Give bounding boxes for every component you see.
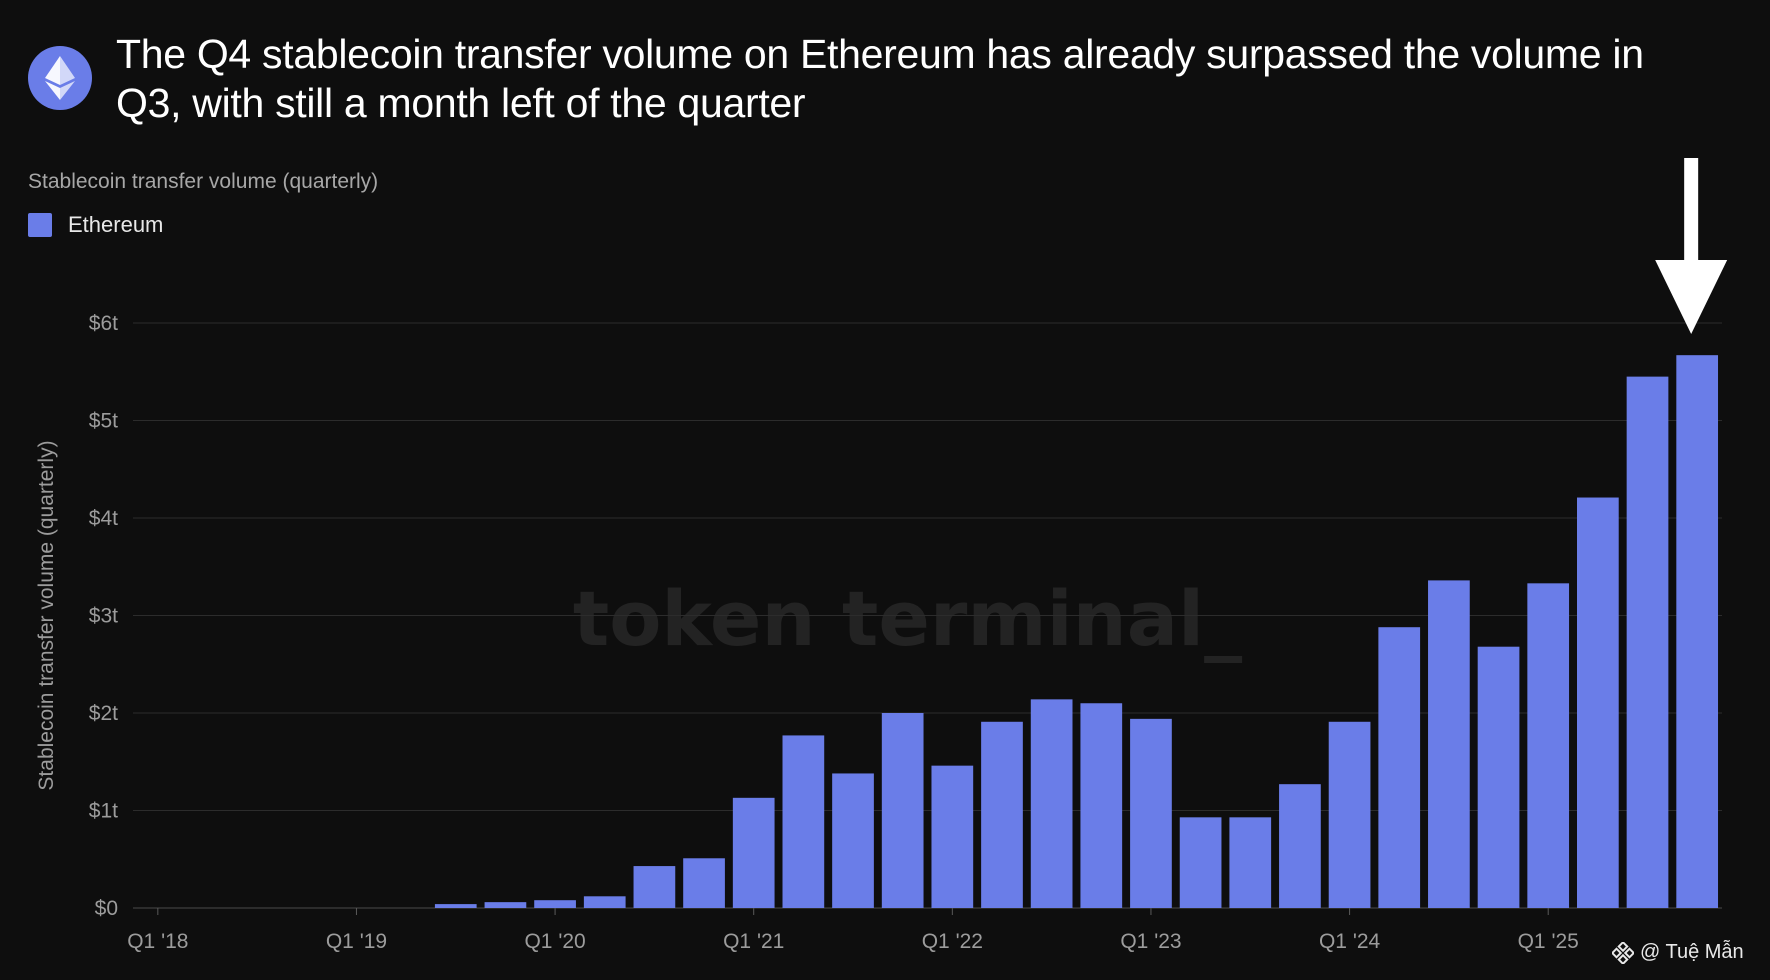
- y-axis-title: Stablecoin transfer volume (quarterly): [35, 440, 58, 790]
- bar: [931, 765, 974, 908]
- bar: [583, 896, 626, 908]
- annotation-arrow-shaft: [1684, 158, 1699, 260]
- x-tick-label: Q1 '22: [922, 930, 983, 953]
- x-tick-label: Q1 '21: [723, 930, 784, 953]
- y-tick-label: $3t: [89, 605, 118, 628]
- y-tick-label: $1t: [89, 800, 118, 823]
- bar: [683, 858, 725, 908]
- watermark: token terminal_: [573, 574, 1242, 663]
- bar: [1130, 718, 1172, 908]
- y-tick-label: $6t: [89, 312, 118, 335]
- bar: [1527, 583, 1570, 908]
- bar: [1030, 699, 1073, 908]
- bar: [981, 721, 1023, 908]
- bar: [1378, 627, 1421, 908]
- chart-legend: Ethereum: [28, 212, 163, 238]
- bar: [1080, 703, 1123, 908]
- bar: [1328, 721, 1371, 908]
- credit-text: @ Tuệ Mẫn: [1640, 941, 1744, 963]
- x-tick-label: Q1 '19: [326, 930, 387, 953]
- y-tick-label: $4t: [89, 507, 118, 530]
- bar: [782, 735, 825, 908]
- bar: [1676, 355, 1719, 908]
- binance-logo-icon: [1612, 941, 1634, 964]
- bar: [484, 902, 527, 908]
- bar: [881, 713, 924, 908]
- bar: [1428, 580, 1470, 908]
- y-tick-label: $2t: [89, 702, 118, 725]
- chart-subtitle: Stablecoin transfer volume (quarterly): [28, 170, 379, 193]
- bar: [1626, 376, 1669, 908]
- x-tick-label: Q1 '25: [1518, 930, 1579, 953]
- bar: [534, 900, 576, 908]
- y-tick-label: $5t: [89, 410, 118, 433]
- ethereum-logo: [28, 46, 92, 110]
- x-tick-label: Q1 '24: [1319, 930, 1381, 953]
- bar: [832, 773, 874, 908]
- bar: [1577, 497, 1619, 908]
- legend-label-ethereum: Ethereum: [68, 212, 164, 237]
- page-title: The Q4 stablecoin transfer volume on Eth…: [116, 31, 1644, 126]
- bar: [633, 866, 676, 908]
- credit: @ Tuệ Mẫn: [1612, 941, 1744, 964]
- annotation-arrow-head: [1655, 260, 1728, 334]
- ethereum-logo-icon: [45, 56, 75, 100]
- bar: [1279, 784, 1321, 908]
- x-tick-label: Q1 '18: [127, 930, 188, 953]
- bar: [1229, 817, 1272, 908]
- x-tick-label: Q1 '23: [1120, 930, 1181, 953]
- x-tick-label: Q1 '20: [524, 930, 585, 953]
- y-tick-label: $0: [95, 897, 118, 920]
- legend-swatch-ethereum: [28, 213, 52, 237]
- bar: [732, 797, 775, 908]
- bar: [1179, 817, 1222, 908]
- bar: [1477, 646, 1520, 908]
- bar: [434, 904, 477, 908]
